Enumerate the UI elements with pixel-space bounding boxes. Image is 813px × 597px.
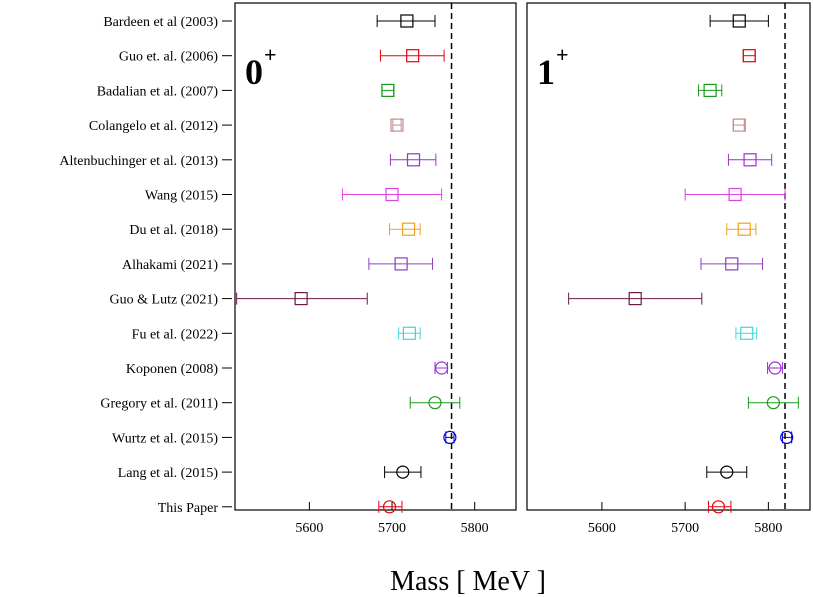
square-marker xyxy=(394,257,408,271)
square-marker xyxy=(294,292,308,306)
row-label: Altenbuchinger et al. (2013) xyxy=(59,154,218,169)
x-tick-label: 5800 xyxy=(461,521,489,536)
data-point xyxy=(700,257,764,271)
data-point xyxy=(568,292,703,306)
circle-marker xyxy=(443,430,457,444)
data-point xyxy=(341,187,443,202)
row-label: Guo & Lutz (2021) xyxy=(110,293,219,308)
data-point xyxy=(398,326,421,340)
panel-frame xyxy=(526,2,811,511)
square-marker xyxy=(725,257,739,271)
square-marker xyxy=(406,49,420,63)
row-label: Colangelo et al. (2012) xyxy=(89,119,218,134)
square-marker xyxy=(742,49,756,63)
data-point xyxy=(726,222,757,236)
row-label: Lang et al. (2015) xyxy=(118,466,219,481)
data-point xyxy=(780,430,794,444)
data-point xyxy=(409,396,461,410)
circle-marker xyxy=(780,430,794,444)
data-point xyxy=(379,49,445,63)
panel-0plus: 5600 5700 5800 0 + xyxy=(234,2,517,536)
square-marker xyxy=(743,153,757,167)
square-marker xyxy=(381,83,395,98)
data-point xyxy=(378,500,403,514)
data-point xyxy=(384,465,422,479)
row-label: Bardeen et al (2003) xyxy=(103,15,218,30)
x-tick-label: 5600 xyxy=(588,521,616,536)
square-marker xyxy=(732,118,746,132)
data-point xyxy=(434,361,449,375)
data-point xyxy=(684,187,786,202)
row-label: Guo et. al. (2006) xyxy=(119,50,218,65)
square-marker xyxy=(401,222,416,236)
circle-marker xyxy=(720,465,734,479)
panel-frame xyxy=(234,2,517,511)
square-marker xyxy=(740,326,754,340)
panel-title: 0 xyxy=(245,52,263,92)
row-labels: Bardeen et al (2003) Guo et. al. (2006) Ba… xyxy=(59,15,232,516)
row-label: This Paper xyxy=(158,501,219,516)
data-point xyxy=(727,153,773,167)
square-marker xyxy=(732,14,746,28)
data-point xyxy=(747,396,799,410)
panel-1plus: 5600 5700 5800 1 + xyxy=(526,2,811,536)
square-marker xyxy=(703,83,717,98)
data-point xyxy=(709,14,769,28)
x-tick-label: 5700 xyxy=(378,521,406,536)
data-point xyxy=(389,222,421,236)
square-marker xyxy=(406,153,421,167)
row-label: Koponen (2008) xyxy=(126,362,218,377)
row-label: Wang (2015) xyxy=(145,189,218,204)
x-tick-label: 5800 xyxy=(754,521,782,536)
row-label: Badalian et al. (2007) xyxy=(97,84,219,99)
square-marker xyxy=(385,187,399,202)
data-point xyxy=(735,326,758,340)
square-marker xyxy=(737,222,751,236)
data-point xyxy=(376,14,436,28)
x-axis-label: Mass [ MeV ] xyxy=(390,566,546,597)
square-marker xyxy=(400,14,414,28)
x-tick-label: 5700 xyxy=(671,521,699,536)
data-point xyxy=(697,83,723,98)
circle-marker xyxy=(766,396,780,410)
data-point xyxy=(443,430,457,444)
panel-title: 1 xyxy=(537,52,555,92)
circle-marker xyxy=(428,396,442,410)
x-tick-label: 5600 xyxy=(295,521,323,536)
row-label: Wurtz et al. (2015) xyxy=(112,431,218,446)
data-point xyxy=(707,500,732,514)
panel-title-sup: + xyxy=(264,42,277,67)
panel-title-sup: + xyxy=(556,42,569,67)
circle-marker xyxy=(396,465,410,479)
data-point xyxy=(236,292,368,306)
square-marker xyxy=(628,292,642,306)
data-point xyxy=(732,118,746,132)
data-point xyxy=(742,49,756,63)
circle-marker xyxy=(711,500,726,514)
circle-marker xyxy=(768,361,782,375)
data-point xyxy=(390,118,404,132)
row-label: Du et al. (2018) xyxy=(129,223,218,238)
square-marker xyxy=(402,326,416,340)
row-label: Gregory et al. (2011) xyxy=(100,397,218,412)
row-label: Fu et al. (2022) xyxy=(132,327,219,342)
data-point xyxy=(381,83,395,98)
square-marker xyxy=(728,187,742,202)
circle-marker xyxy=(435,361,449,375)
data-point xyxy=(368,257,434,271)
data-point xyxy=(767,361,784,375)
circle-marker xyxy=(382,500,397,514)
square-marker xyxy=(390,118,404,132)
data-point xyxy=(389,153,437,167)
row-label: Alhakami (2021) xyxy=(122,258,218,273)
data-point xyxy=(706,465,748,479)
